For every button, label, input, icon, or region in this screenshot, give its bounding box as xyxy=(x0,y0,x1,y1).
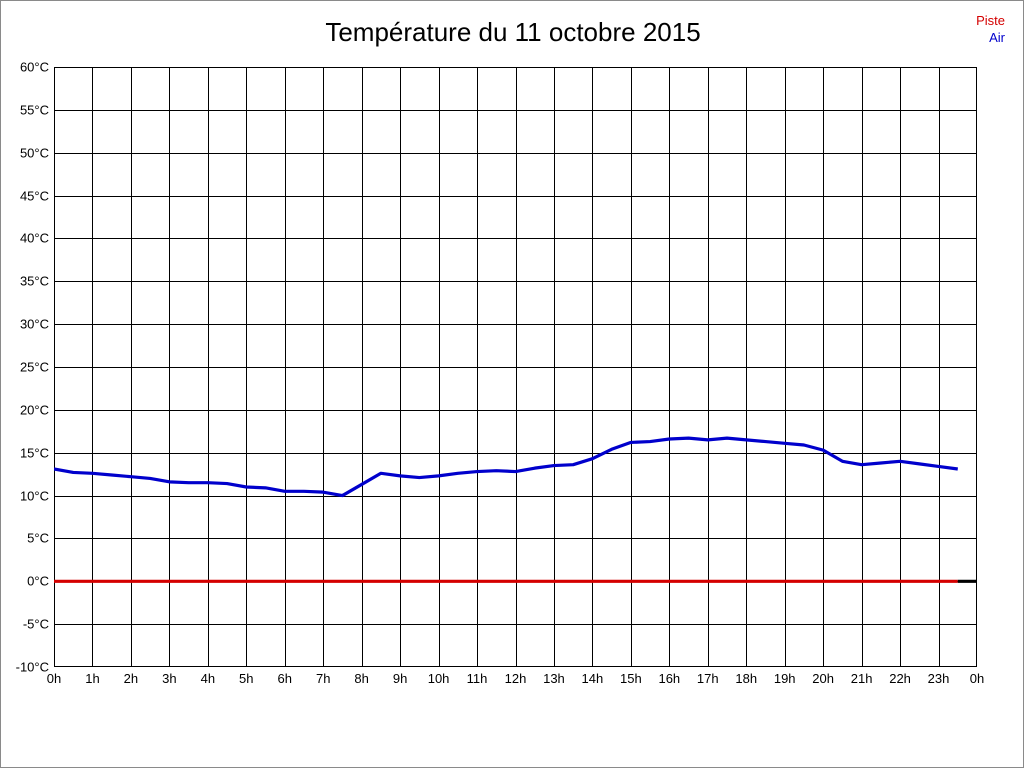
page-title: Température du 11 octobre 2015 xyxy=(325,17,701,47)
chart-legend: Piste Air xyxy=(976,12,1005,46)
series-layer xyxy=(54,436,977,583)
x-axis-tick-label: 16h xyxy=(658,671,681,686)
y-axis-tick-label: 20°C xyxy=(19,402,49,418)
plot-area xyxy=(54,67,977,667)
x-axis-tick-label: 13h xyxy=(543,671,565,686)
x-axis-tick-label: 4h xyxy=(200,671,216,686)
y-axis-tick-label: 45°C xyxy=(19,188,49,204)
plot-frame xyxy=(54,67,977,667)
y-axis-tick-label: 15°C xyxy=(19,445,49,461)
x-axis-tick-label: 11h xyxy=(466,671,488,686)
y-axis-tick-label: 55°C xyxy=(19,102,49,118)
x-axis-tick-label: 9h xyxy=(392,671,408,686)
y-axis-tick-label: 10°C xyxy=(19,488,49,504)
grid-lines xyxy=(54,67,977,667)
y-axis-tick-label: 0°C xyxy=(27,573,49,589)
x-axis-tick-label: 1h xyxy=(85,671,100,686)
x-axis-tick-label: 14h xyxy=(581,671,604,686)
x-axis-tick-label: 18h xyxy=(735,671,758,686)
y-axis-tick-label: 50°C xyxy=(19,145,49,161)
x-axis-tick-label: 15h xyxy=(620,671,642,686)
x-axis-tick-labels: 0h 1h 2h 3h 4h 5h 6h 7h 8h 9h 10h 11h 12h 13h 14h 15h 16… xyxy=(47,671,984,691)
x-axis-tick-label: 10h xyxy=(427,671,450,686)
y-axis-tick-label: -10°C xyxy=(15,659,49,675)
x-axis-tick-label: 22h xyxy=(889,671,911,686)
y-axis-tick-label: 60°C xyxy=(19,59,49,75)
x-axis-tick-label: 0h xyxy=(46,671,62,686)
y-axis-tick-label: -5°C xyxy=(22,616,49,632)
y-axis-tick-label: 5°C xyxy=(27,530,49,546)
x-axis-tick-label: 2h xyxy=(123,671,139,686)
y-axis-tick-label: 40°C xyxy=(19,230,49,246)
y-axis-tick-label: 35°C xyxy=(19,273,49,289)
x-axis-tick-label: 7h xyxy=(315,671,331,686)
x-axis-tick-label: 0h xyxy=(969,671,985,686)
x-axis-tick-label: 3h xyxy=(162,671,177,686)
y-axis-tick-label: 25°C xyxy=(19,359,49,375)
x-axis-tick-label: 20h xyxy=(812,671,835,686)
x-axis-tick-label: 5h xyxy=(239,671,254,686)
chart-svg xyxy=(54,67,977,667)
x-axis-tick-label: 23h xyxy=(927,671,950,686)
legend-item-piste: Piste xyxy=(976,13,1005,28)
x-axis-tick-label: 19h xyxy=(773,671,796,686)
x-axis-tick-label: 6h xyxy=(277,671,292,686)
x-axis-tick-label: 12h xyxy=(504,671,527,686)
x-axis-tick-label: 17h xyxy=(696,671,719,686)
x-axis-tick-label: 21h xyxy=(850,671,873,686)
x-axis-tick-label: 8h xyxy=(354,671,369,686)
legend-item-air: Air xyxy=(989,30,1005,45)
y-axis-tick-labels: 60°C 55°C 50°C 45°C 40°C 35°C 30°C 25°C 20°C 15°C… xyxy=(1,60,49,675)
series-line-air xyxy=(54,436,958,498)
y-axis-tick-label: 30°C xyxy=(19,316,49,332)
